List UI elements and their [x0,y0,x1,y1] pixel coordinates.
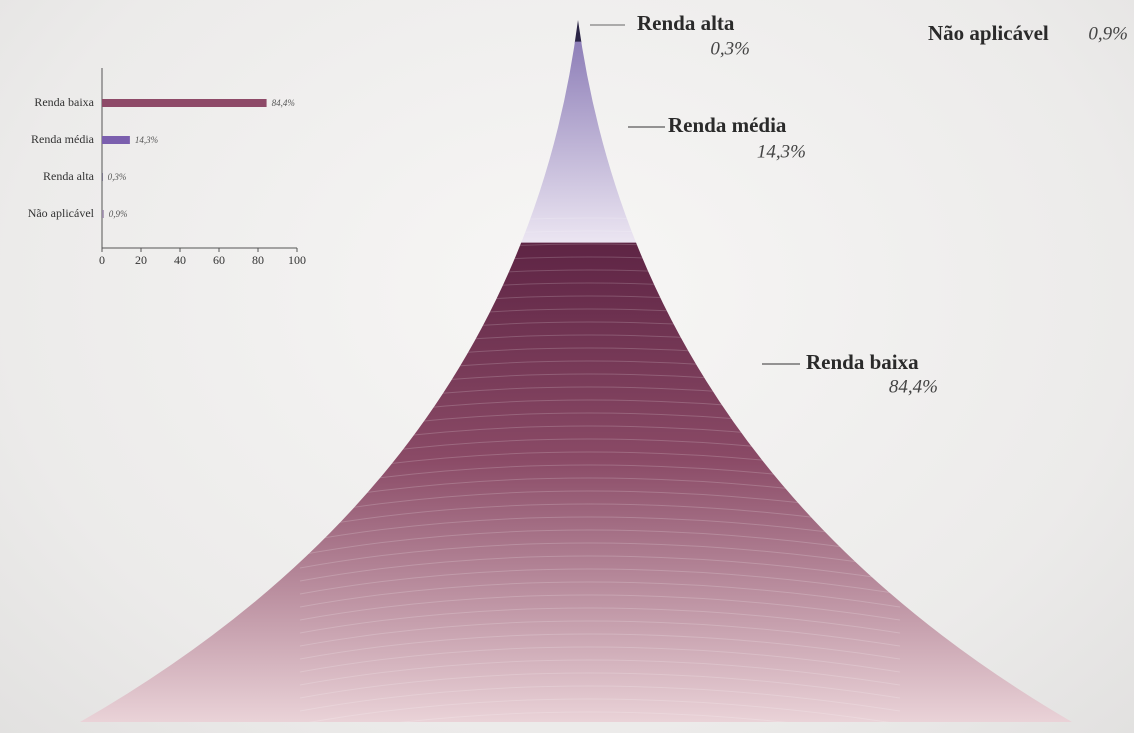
y-tick-label: Renda baixa [34,95,94,109]
mountain-layer [60,243,1090,723]
bar [102,210,104,218]
annotation-label: Renda baixa [806,350,919,374]
value-label: 0,3% [108,172,127,182]
page: 020406080100Renda baixa84,4%Renda média1… [0,0,1134,733]
bar [102,173,103,181]
annotation-label: Renda alta [637,11,735,35]
value-label: 14,3% [135,135,158,145]
x-tick-label: 40 [174,253,186,267]
x-tick-label: 0 [99,253,105,267]
bar [102,136,130,144]
annotation-value: 14,3% [757,141,806,162]
inset-chart: 0 20 40 60 80 100 Renda baixa 84,4% Renda média 1… [28,68,306,267]
y-tick-label: Renda alta [43,169,95,183]
mountain-layer [60,42,1090,244]
annotation-value: 84,4% [889,376,938,397]
x-tick-label: 60 [213,253,225,267]
x-tick-label: 80 [252,253,264,267]
y-tick-label: Renda média [31,132,95,146]
value-label: 0,9% [109,209,128,219]
infographic: 020406080100Renda baixa84,4%Renda média1… [0,0,1134,733]
annotation-label: Renda média [668,113,787,137]
x-tick-label: 100 [288,253,306,267]
annotation-value: 0,3% [710,38,750,59]
annotation-value: 0,9% [1088,23,1128,44]
y-tick-label: Não aplicável [28,206,95,220]
bar [102,99,267,107]
value-label: 84,4% [272,98,295,108]
x-tick-label: 20 [135,253,147,267]
annotation-label: Não aplicável [928,21,1049,45]
